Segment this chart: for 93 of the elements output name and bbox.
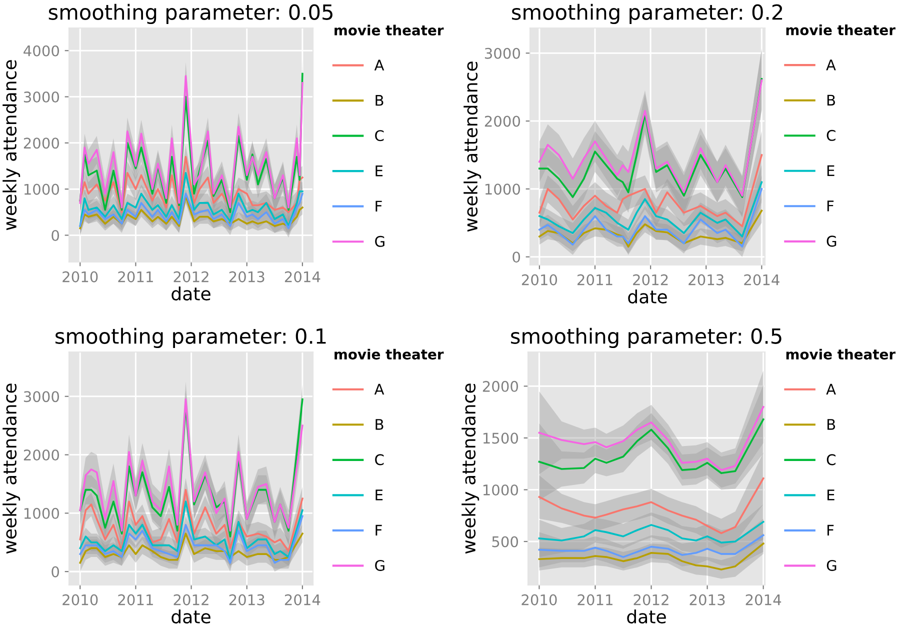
legend-label: E bbox=[376, 490, 383, 500]
x-tick-label: 2013 bbox=[229, 594, 264, 606]
legend-label: A bbox=[826, 60, 836, 70]
x-tick-label: 2013 bbox=[690, 594, 725, 606]
x-tick-label: 2011 bbox=[578, 594, 612, 606]
line-series bbox=[538, 181, 763, 238]
legend-label: G bbox=[826, 560, 836, 571]
x-tick-label: 2012 bbox=[633, 274, 668, 286]
legend-title: movie theater bbox=[786, 24, 896, 36]
y-axis-title: weekly attendance bbox=[2, 384, 20, 554]
y-tick-label: 1000 bbox=[24, 508, 60, 519]
legend-title: movie theater bbox=[786, 348, 896, 360]
line-series bbox=[79, 515, 304, 564]
legend-label: C bbox=[826, 130, 836, 141]
y-tick-label: 1000 bbox=[483, 484, 518, 496]
x-tick-label: 2014 bbox=[284, 594, 320, 606]
x-tick-label: 2014 bbox=[744, 274, 780, 286]
chart-title: smoothing parameter: 0.05 bbox=[48, 4, 332, 24]
legend-label: B bbox=[828, 419, 836, 430]
y-tick-label: 2000 bbox=[482, 380, 518, 392]
line-series bbox=[538, 542, 764, 570]
legend-label: E bbox=[828, 490, 834, 500]
legend-title: movie theater bbox=[334, 24, 444, 36]
legend-label: F bbox=[828, 524, 834, 536]
y-tick-label: 1000 bbox=[24, 184, 60, 195]
legend-title: movie theater bbox=[334, 348, 444, 360]
x-tick-label: 2010 bbox=[522, 594, 557, 606]
line-series bbox=[538, 154, 763, 228]
x-axis-title: date bbox=[628, 290, 667, 304]
chart-title: smoothing parameter: 0.5 bbox=[511, 328, 782, 348]
x-tick-label: 2011 bbox=[118, 271, 153, 282]
legend-label: G bbox=[826, 236, 836, 247]
y-tick-label: 3000 bbox=[24, 91, 60, 103]
x-tick-label: 2013 bbox=[688, 274, 724, 286]
y-tick-label: 2000 bbox=[484, 116, 520, 127]
x-tick-label: 2014 bbox=[746, 594, 782, 606]
legend-label: F bbox=[376, 524, 382, 536]
y-tick-label: 0 bbox=[52, 566, 60, 578]
chart-title: smoothing parameter: 0.1 bbox=[56, 328, 326, 348]
x-tick-label: 2013 bbox=[229, 271, 264, 282]
line-series bbox=[79, 488, 304, 552]
y-tick-label: 500 bbox=[492, 536, 518, 548]
legend-label: E bbox=[376, 166, 383, 176]
x-tick-label: 2014 bbox=[284, 271, 320, 282]
line-series bbox=[538, 188, 763, 248]
x-tick-label: 2010 bbox=[522, 274, 558, 286]
x-tick-label: 2012 bbox=[634, 594, 668, 606]
x-tick-label: 2012 bbox=[174, 594, 208, 606]
line-series bbox=[79, 172, 304, 227]
line-series bbox=[538, 477, 764, 534]
y-tick-label: 1500 bbox=[483, 432, 518, 444]
legend-label: C bbox=[375, 130, 384, 142]
legend-label: E bbox=[827, 165, 834, 176]
y-axis-title: weekly attendance bbox=[464, 62, 482, 232]
y-tick-label: 2000 bbox=[24, 449, 60, 461]
line-series bbox=[538, 534, 764, 558]
line-series bbox=[79, 500, 304, 561]
y-tick-label: 0 bbox=[512, 252, 520, 263]
y-axis-title: weekly attendance bbox=[2, 60, 20, 230]
line-series bbox=[538, 210, 763, 248]
y-axis-title: weekly attendance bbox=[462, 384, 480, 554]
legend-label: F bbox=[827, 200, 834, 212]
x-tick-label: 2011 bbox=[578, 274, 612, 286]
line-series bbox=[538, 418, 764, 474]
legend-label: A bbox=[826, 384, 836, 394]
x-tick-label: 2010 bbox=[62, 594, 98, 606]
x-tick-label: 2010 bbox=[62, 271, 98, 282]
line-series bbox=[79, 532, 304, 564]
y-tick-label: 3000 bbox=[484, 48, 520, 59]
x-tick-label: 2012 bbox=[174, 271, 208, 282]
legend-label: G bbox=[375, 560, 384, 571]
y-tick-label: 4000 bbox=[24, 45, 60, 56]
legend-label: C bbox=[826, 454, 836, 466]
chart-title: smoothing parameter: 0.2 bbox=[512, 4, 782, 24]
x-tick-label: 2011 bbox=[118, 594, 153, 606]
legend-label: B bbox=[827, 94, 835, 106]
line-series bbox=[79, 156, 304, 214]
x-axis-title: date bbox=[172, 286, 210, 301]
x-axis-title: date bbox=[627, 610, 666, 624]
legend-label: B bbox=[376, 419, 384, 430]
y-tick-label: 2000 bbox=[24, 138, 60, 149]
legend-label: G bbox=[375, 236, 384, 247]
legend-label: C bbox=[375, 454, 384, 466]
line-series bbox=[538, 520, 764, 544]
y-tick-label: 0 bbox=[52, 230, 60, 241]
x-axis-title: date bbox=[172, 610, 210, 624]
y-tick-label: 1000 bbox=[485, 184, 520, 195]
legend-label: B bbox=[376, 95, 384, 106]
legend-label: A bbox=[374, 60, 384, 70]
y-tick-label: 3000 bbox=[24, 391, 60, 402]
line-series bbox=[538, 406, 764, 471]
legend-label: A bbox=[374, 384, 384, 394]
legend-label: F bbox=[376, 200, 382, 212]
